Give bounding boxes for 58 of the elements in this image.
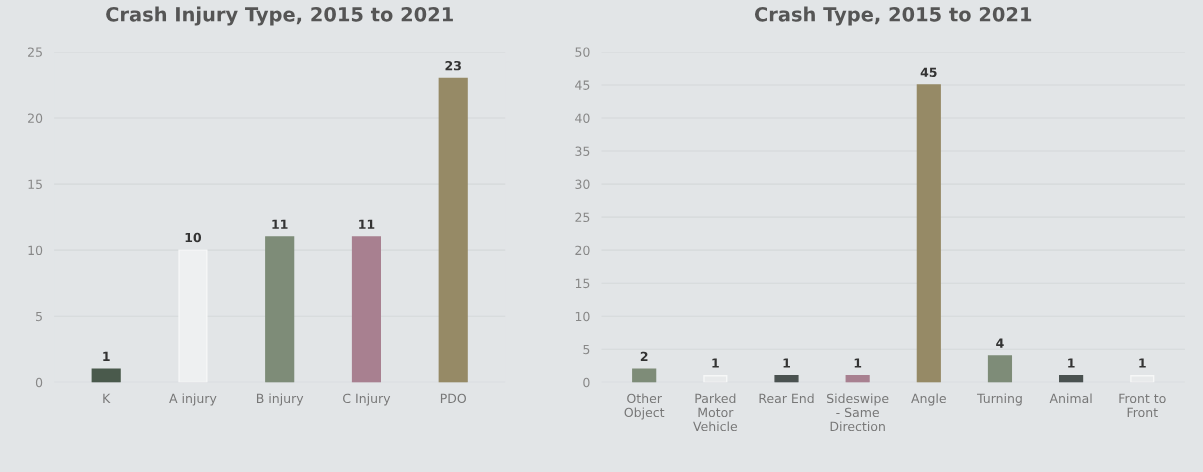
x-tick-label: A injury xyxy=(169,393,217,406)
data-label: 1 xyxy=(103,351,110,361)
y-tick-label: 25 xyxy=(575,212,590,223)
x-tick-label: Sideswipe - Same Direction xyxy=(827,393,889,432)
y-tick-label: 45 xyxy=(575,80,590,90)
bar xyxy=(265,236,295,383)
bar xyxy=(91,368,121,383)
data-label: 2 xyxy=(640,351,648,361)
x-tick-label: Rear End xyxy=(759,393,814,404)
bar xyxy=(916,84,941,383)
x-tick-label: PDO xyxy=(440,393,467,404)
x-tick-label: B injury xyxy=(256,393,304,406)
y-tick-label: 0 xyxy=(35,377,43,388)
bar xyxy=(774,375,799,383)
chart-title: Crash Injury Type, 2015 to 2021 xyxy=(106,6,453,26)
y-tick-label: 35 xyxy=(575,146,590,156)
data-label: 4 xyxy=(996,338,1004,348)
bar xyxy=(632,368,657,383)
y-tick-label: 30 xyxy=(575,179,590,190)
bar xyxy=(1059,375,1084,383)
y-tick-label: 15 xyxy=(575,278,590,289)
x-tick-label: Animal xyxy=(1049,393,1092,404)
data-label: 23 xyxy=(445,60,461,71)
data-label: 45 xyxy=(920,67,937,77)
y-tick-label: 10 xyxy=(575,311,590,322)
y-tick-label: 40 xyxy=(575,113,590,123)
data-label: 11 xyxy=(359,219,375,229)
data-label: 1 xyxy=(1139,358,1146,368)
x-tick-label: Parked Motor Vehicle xyxy=(693,393,738,432)
bar xyxy=(845,375,870,383)
x-tick-label: Front to Front xyxy=(1119,393,1166,418)
chart-title: Crash Type, 2015 to 2021 xyxy=(754,6,1032,26)
bar xyxy=(987,355,1013,383)
y-tick-label: 25 xyxy=(28,47,42,57)
x-tick-label: K xyxy=(103,393,111,403)
y-tick-label: 20 xyxy=(28,113,43,123)
x-tick-label: C Injury xyxy=(343,393,391,406)
bar xyxy=(351,236,382,383)
bar xyxy=(703,375,728,383)
data-label: 10 xyxy=(185,232,202,243)
bar xyxy=(178,249,208,383)
y-tick-label: 10 xyxy=(28,245,43,256)
data-label: 1 xyxy=(1068,358,1075,368)
y-tick-label: 0 xyxy=(583,377,590,388)
data-label: 11 xyxy=(272,219,288,229)
x-tick-label: Other Object xyxy=(624,393,665,420)
bar xyxy=(1130,375,1155,383)
y-tick-label: 5 xyxy=(583,344,590,355)
x-tick-label: Turning xyxy=(977,393,1022,406)
y-tick-label: 20 xyxy=(575,245,590,256)
y-tick-label: 50 xyxy=(575,47,590,57)
data-label: 1 xyxy=(854,358,862,368)
y-tick-label: 5 xyxy=(36,311,42,322)
y-tick-label: 15 xyxy=(28,179,42,190)
data-label: 1 xyxy=(712,358,719,368)
data-label: 1 xyxy=(783,358,790,368)
x-tick-label: Angle xyxy=(911,393,946,406)
bar xyxy=(438,77,468,383)
